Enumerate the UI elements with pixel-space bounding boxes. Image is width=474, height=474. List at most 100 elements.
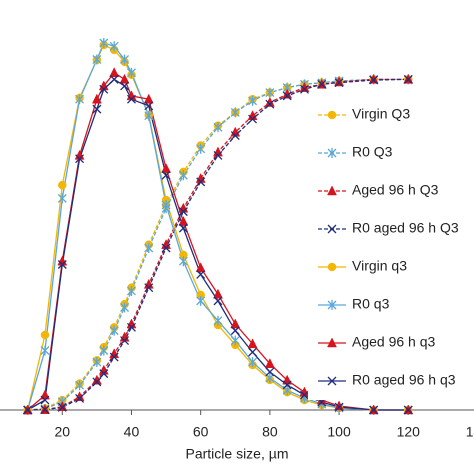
data-point <box>127 94 136 104</box>
data-point <box>230 131 240 141</box>
legend-marker <box>327 185 337 196</box>
data-point <box>23 405 33 415</box>
data-point <box>120 302 130 313</box>
data-point <box>369 405 379 415</box>
data-point <box>282 91 292 101</box>
data-point <box>230 335 240 346</box>
data-point <box>109 67 120 77</box>
legend-label: Aged 96 h Q3 <box>352 182 439 198</box>
data-point <box>196 269 206 279</box>
data-point <box>178 170 188 181</box>
series-line <box>27 78 409 411</box>
data-point <box>230 318 241 329</box>
data-point <box>264 96 275 107</box>
data-point <box>40 395 50 405</box>
data-point <box>109 41 119 52</box>
data-point <box>109 325 119 336</box>
data-point <box>120 81 130 91</box>
data-point <box>57 402 67 412</box>
data-point <box>248 347 258 357</box>
data-point <box>369 75 379 85</box>
data-point <box>144 110 154 121</box>
data-point <box>57 260 67 269</box>
data-point <box>144 283 154 293</box>
data-point <box>109 74 119 84</box>
data-point <box>248 114 258 124</box>
legend: Virgin Q3 R0 Q3 Aged 96 h Q3 R0 aged 96 h Q… <box>308 98 474 400</box>
data-point <box>109 352 119 362</box>
data-point <box>213 288 223 299</box>
data-point <box>334 76 344 87</box>
data-point <box>92 357 102 368</box>
data-point <box>161 163 171 173</box>
data-point <box>178 223 188 233</box>
data-point <box>161 243 171 253</box>
data-point <box>92 54 102 65</box>
legend-label: R0 aged 96 h q3 <box>352 372 456 388</box>
data-point <box>178 215 189 226</box>
data-point <box>248 357 258 368</box>
data-point <box>99 345 109 356</box>
x-tick-label: 80 <box>262 424 278 440</box>
data-point <box>99 37 109 48</box>
data-point <box>161 170 171 180</box>
data-point <box>92 377 102 387</box>
data-point <box>334 78 344 88</box>
x-tick-label: 60 <box>193 424 209 440</box>
x-axis-label: Particle size, µm <box>186 446 289 462</box>
data-point <box>75 393 85 403</box>
data-point <box>99 84 109 94</box>
data-point <box>57 193 67 204</box>
data-point <box>127 67 136 78</box>
legend-marker <box>327 224 337 234</box>
legend-box <box>308 98 474 400</box>
data-point <box>300 390 309 400</box>
legend-label: R0 aged 96 h Q3 <box>352 220 459 236</box>
x-tick-label: 140 <box>466 424 474 440</box>
legend-marker <box>327 300 337 310</box>
data-point <box>91 93 102 104</box>
data-point <box>196 143 206 154</box>
data-point <box>403 74 413 84</box>
data-point <box>213 315 223 326</box>
legend-label: Virgin Q3 <box>352 106 410 122</box>
x-tick-label: 40 <box>124 424 140 440</box>
data-point <box>143 93 154 104</box>
data-point <box>300 84 309 94</box>
data-point <box>120 336 130 346</box>
data-point <box>40 330 50 340</box>
data-point <box>120 54 130 65</box>
data-point <box>75 380 85 391</box>
data-point <box>230 326 240 336</box>
data-point <box>58 180 67 190</box>
legend-label: R0 q3 <box>352 296 390 312</box>
data-point <box>247 338 258 349</box>
data-point <box>213 150 223 160</box>
data-point <box>119 73 130 84</box>
data-point <box>213 122 223 133</box>
x-tick-label: 20 <box>54 424 70 440</box>
x-tick-label: 100 <box>327 424 351 440</box>
data-point <box>40 345 50 356</box>
data-point <box>196 295 206 306</box>
data-point <box>195 262 206 273</box>
legend-marker <box>327 148 337 158</box>
data-point <box>265 99 275 109</box>
data-point <box>299 386 310 397</box>
data-point <box>265 367 275 377</box>
data-point <box>403 405 413 415</box>
data-point <box>213 296 223 306</box>
data-point <box>265 87 275 98</box>
data-point <box>127 285 136 296</box>
data-point <box>40 405 50 415</box>
legend-label: R0 Q3 <box>352 144 393 160</box>
legend-marker <box>327 262 337 272</box>
legend-label: Aged 96 h q3 <box>352 334 436 350</box>
legend-label: Virgin q3 <box>352 258 407 274</box>
data-point <box>317 79 327 89</box>
data-point <box>57 401 68 411</box>
data-point <box>75 154 85 164</box>
data-point <box>40 389 50 400</box>
data-point <box>230 107 240 118</box>
